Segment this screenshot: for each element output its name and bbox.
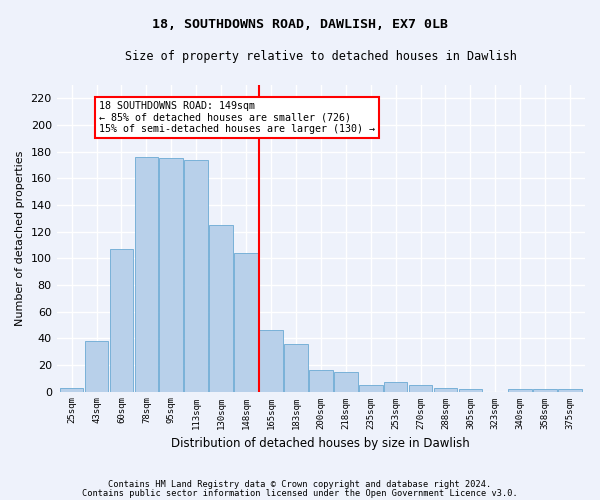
Bar xyxy=(533,389,557,392)
Bar xyxy=(110,249,133,392)
X-axis label: Distribution of detached houses by size in Dawlish: Distribution of detached houses by size … xyxy=(172,437,470,450)
Bar xyxy=(259,330,283,392)
Bar xyxy=(209,225,233,392)
Bar xyxy=(60,388,83,392)
Title: Size of property relative to detached houses in Dawlish: Size of property relative to detached ho… xyxy=(125,50,517,63)
Bar xyxy=(284,344,308,392)
Text: Contains HM Land Registry data © Crown copyright and database right 2024.: Contains HM Land Registry data © Crown c… xyxy=(109,480,491,489)
Bar xyxy=(184,160,208,392)
Bar xyxy=(134,157,158,392)
Bar xyxy=(334,372,358,392)
Text: 18 SOUTHDOWNS ROAD: 149sqm
← 85% of detached houses are smaller (726)
15% of sem: 18 SOUTHDOWNS ROAD: 149sqm ← 85% of deta… xyxy=(99,101,375,134)
Bar xyxy=(384,382,407,392)
Bar xyxy=(409,385,433,392)
Bar xyxy=(508,389,532,392)
Bar xyxy=(234,253,258,392)
Bar xyxy=(160,158,183,392)
Text: Contains public sector information licensed under the Open Government Licence v3: Contains public sector information licen… xyxy=(82,490,518,498)
Bar xyxy=(558,389,582,392)
Bar xyxy=(85,341,109,392)
Text: 18, SOUTHDOWNS ROAD, DAWLISH, EX7 0LB: 18, SOUTHDOWNS ROAD, DAWLISH, EX7 0LB xyxy=(152,18,448,30)
Bar xyxy=(309,370,332,392)
Bar xyxy=(434,388,457,392)
Bar xyxy=(359,385,383,392)
Y-axis label: Number of detached properties: Number of detached properties xyxy=(15,150,25,326)
Bar xyxy=(458,389,482,392)
